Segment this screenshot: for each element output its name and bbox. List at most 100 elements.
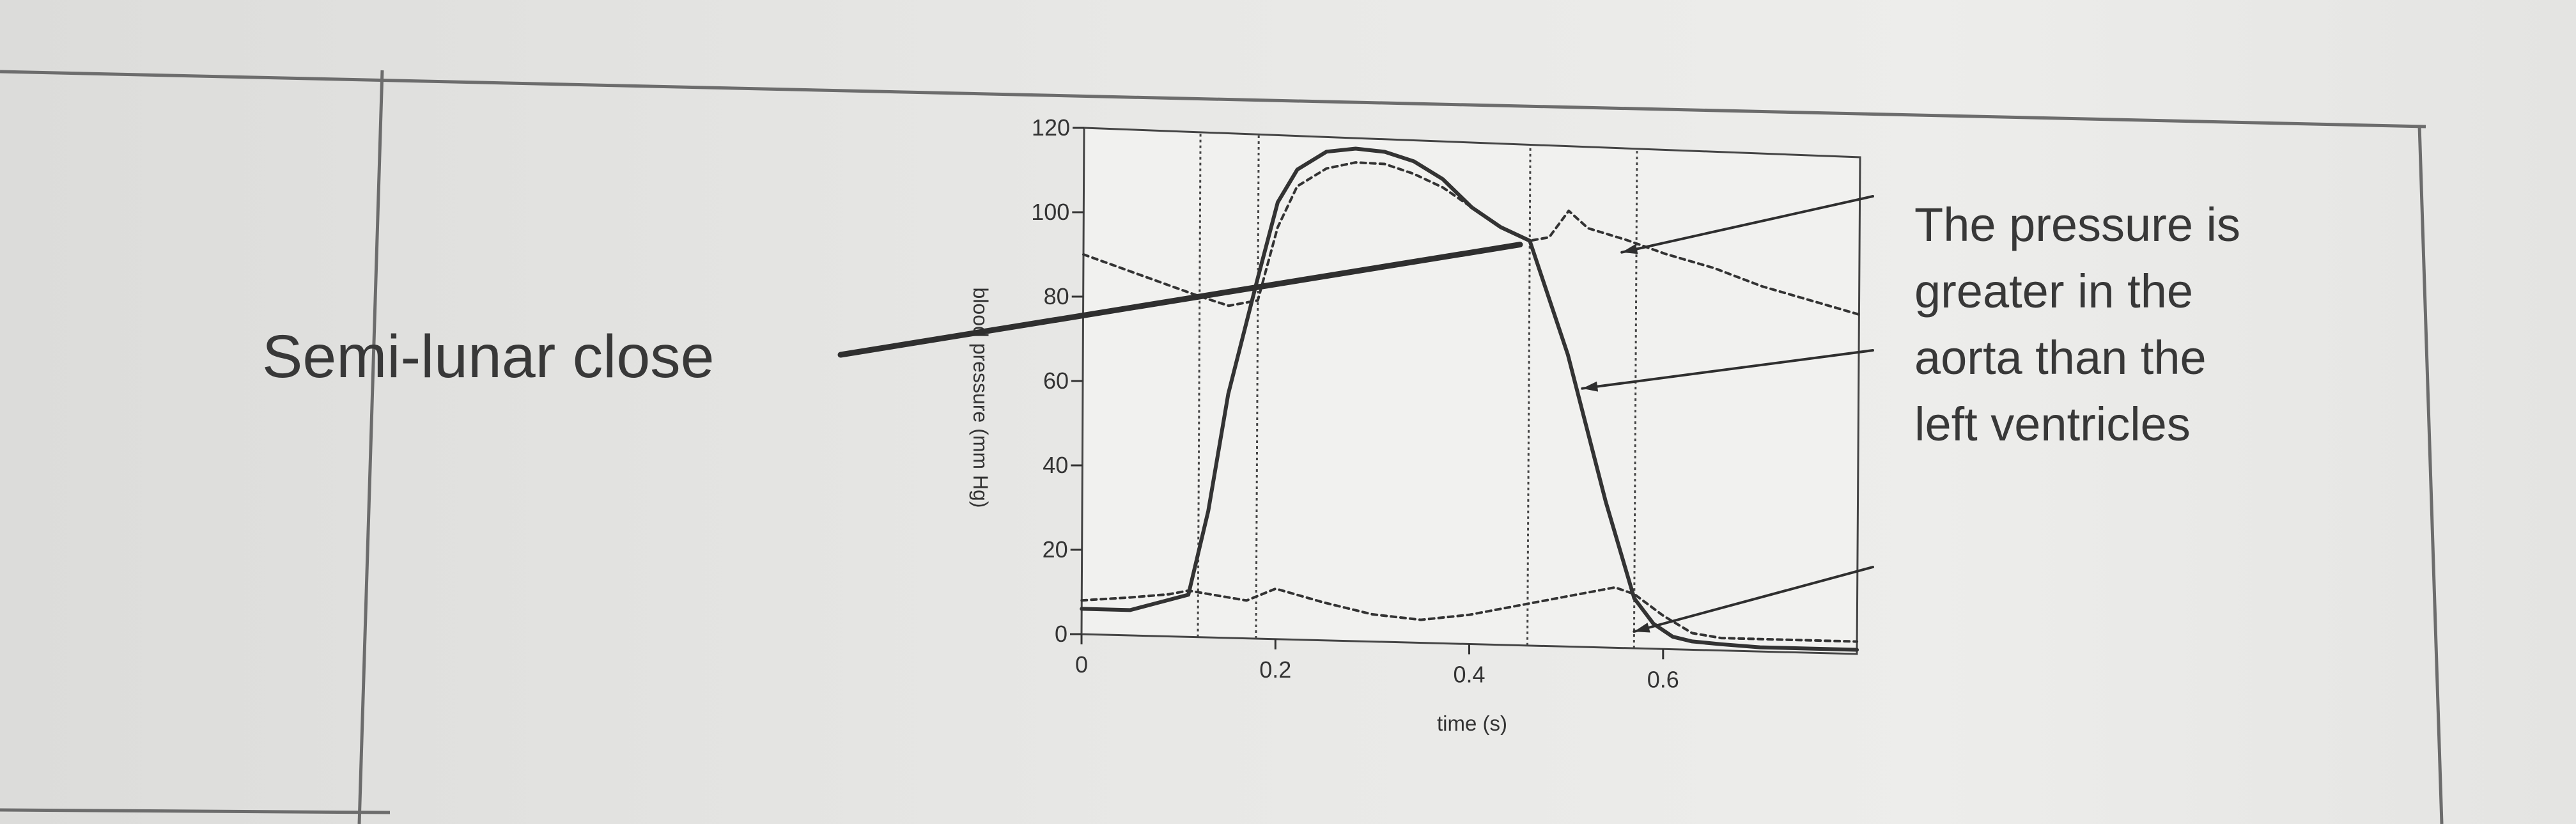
series-point (1277, 202, 1278, 203)
y-tick-label: 100 (1031, 199, 1069, 225)
series-point (1567, 354, 1569, 355)
series-point (1858, 314, 1859, 315)
series-point (1355, 162, 1356, 163)
series-point (1500, 226, 1501, 228)
series-point (1691, 632, 1693, 634)
worksheet-table-lines (0, 70, 2444, 824)
series-point (1159, 602, 1160, 603)
series-point (1275, 588, 1276, 589)
series-point (1413, 173, 1415, 175)
series-point (1420, 619, 1422, 621)
series-point (1228, 305, 1229, 306)
plot-area (1080, 127, 1861, 655)
semi-lunar-close-label: Semi-lunar close (262, 323, 715, 391)
series-line-aorta (1082, 161, 1861, 316)
series-point (1549, 237, 1550, 238)
series-point (1672, 636, 1673, 637)
series-point (1323, 602, 1324, 603)
aorta-note-line-4: left ventricles (1914, 398, 2191, 451)
y-tick-label: 20 (1043, 536, 1068, 563)
aorta-note-arrowhead-3 (1634, 623, 1650, 633)
series-point (1442, 187, 1443, 188)
series-point (1856, 641, 1858, 642)
y-tick-label: 40 (1043, 452, 1068, 478)
vertical-reference-line (1197, 132, 1202, 637)
y-tick-label: 60 (1043, 368, 1069, 394)
aorta-note-arrow-1 (1620, 195, 1874, 254)
series-point (1721, 644, 1722, 645)
series-point (1469, 614, 1470, 616)
chart-plot-frame (1080, 127, 1861, 655)
series-point (1372, 614, 1373, 615)
vertical-reference-line (1633, 148, 1638, 649)
series-point (1297, 169, 1298, 170)
series-point (1442, 178, 1443, 180)
series-point (1529, 240, 1530, 242)
series-point (1517, 605, 1519, 606)
x-tick-label: 0.6 (1647, 666, 1679, 692)
y-axis-label: blood pressure (mm Hg) (969, 288, 992, 508)
series-point (1228, 393, 1229, 394)
series-point (1081, 600, 1082, 601)
series-point (1634, 598, 1635, 599)
series-point (1122, 268, 1123, 269)
series-point (1721, 637, 1722, 639)
chart-series (1080, 146, 1861, 652)
series-point (1326, 168, 1327, 169)
series-point (1663, 615, 1664, 616)
y-tick-label: 80 (1044, 283, 1069, 309)
table-right-border (2417, 125, 2444, 824)
series-point (1129, 609, 1131, 610)
series-point (1207, 511, 1209, 512)
series-point (1257, 277, 1259, 278)
series-point (1810, 300, 1812, 301)
semi-lunar-close-pointer (837, 242, 1523, 358)
table-top-border (0, 70, 2426, 128)
series-point (1653, 623, 1654, 625)
series-point (1081, 608, 1082, 609)
y-tick-label: 120 (1032, 114, 1070, 141)
series-line-left-atrium (1080, 586, 1859, 643)
series-point (1759, 647, 1760, 648)
series-point (1568, 210, 1569, 212)
series-point (1168, 594, 1170, 595)
x-axis-label: time (s) (1437, 711, 1507, 735)
series-point (1355, 148, 1356, 150)
x-tick-label: 0.2 (1259, 657, 1291, 683)
chart-axes: 0 20 40 60 80 100 120 0 0.2 0.4 0.6 (1031, 114, 1679, 692)
series-point (1566, 596, 1567, 597)
x-tick-label: 0.4 (1453, 662, 1485, 688)
series-point (1296, 185, 1298, 187)
aorta-note-arrow-3 (1633, 566, 1874, 633)
aorta-note-line-1: The pressure is (1914, 198, 2240, 251)
series-point (1691, 641, 1693, 642)
series-point (1257, 300, 1259, 301)
series-point (1160, 282, 1161, 283)
series-point (1384, 164, 1385, 165)
series-point (1760, 639, 1761, 640)
series-point (1246, 600, 1247, 601)
aorta-note-line-2: greater in the (1914, 265, 2193, 318)
aorta-note-line-3: aorta than the (1914, 331, 2207, 384)
series-point (1856, 649, 1858, 651)
series-point (1762, 286, 1763, 287)
series-point (1634, 593, 1635, 595)
series-point (1413, 160, 1415, 162)
series-point (1384, 152, 1385, 153)
series-point (1277, 227, 1278, 228)
aorta-note-arrowhead-1 (1622, 244, 1638, 254)
aorta-note-arrowhead-2 (1582, 381, 1599, 392)
series-point (1713, 267, 1714, 268)
series-line-left-ventricle (1080, 146, 1859, 652)
series-point (1626, 240, 1627, 241)
series-point (1326, 151, 1327, 152)
series-point (1217, 595, 1218, 596)
series-point (1129, 597, 1131, 598)
x-tick-label: 0 (1075, 651, 1088, 678)
vertical-reference-line (1255, 134, 1260, 639)
aorta-pressure-note: The pressure is greater in the aorta tha… (1914, 198, 2240, 451)
reference-lines (1197, 132, 1638, 649)
series-point (1615, 587, 1616, 588)
